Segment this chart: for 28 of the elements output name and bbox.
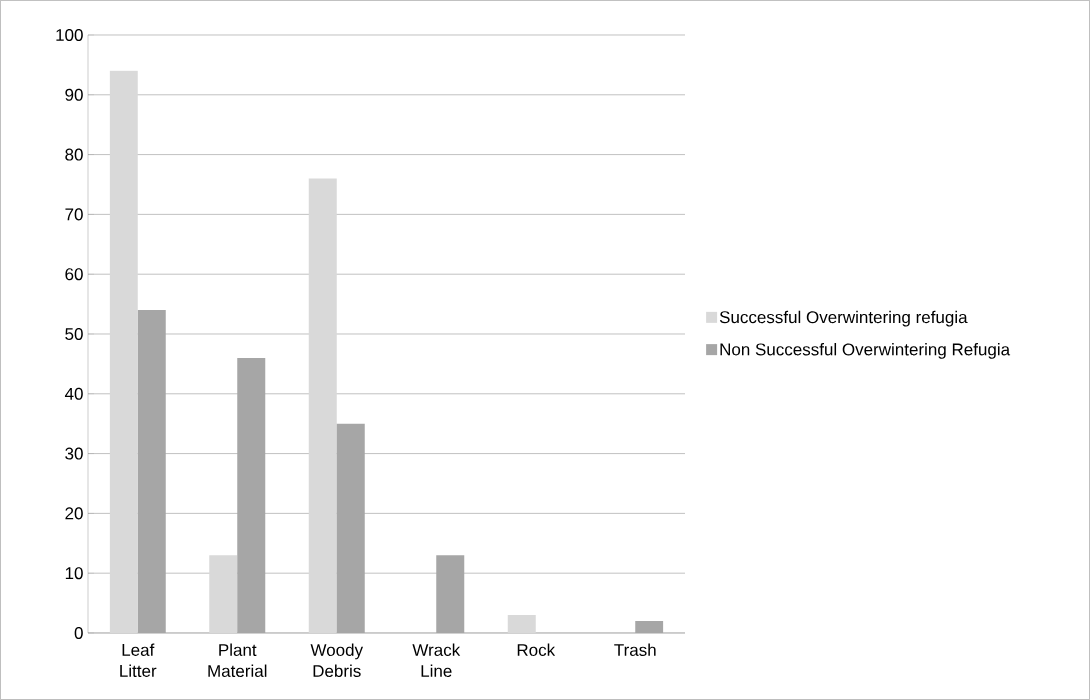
bar bbox=[109, 70, 138, 633]
x-tick-label: Wrack Line bbox=[412, 643, 461, 678]
y-tick-label: 80 bbox=[65, 148, 83, 161]
x-tick-label: Rock bbox=[517, 643, 556, 657]
x-tick-label: Trash bbox=[614, 643, 656, 657]
y-tick-label: 100 bbox=[56, 28, 83, 42]
x-tick-label: Leaf Litter bbox=[120, 643, 157, 677]
bar bbox=[336, 423, 365, 633]
x-tick-label: Plant Material bbox=[208, 643, 267, 678]
x-tick-label: Woody Debris bbox=[310, 643, 364, 678]
y-tick-label: 90 bbox=[65, 88, 83, 101]
y-tick-label: 70 bbox=[65, 208, 83, 221]
bar bbox=[209, 555, 238, 633]
y-tick-label: 10 bbox=[65, 567, 83, 580]
y-tick-label: 40 bbox=[64, 387, 83, 400]
y-tick-label: 20 bbox=[65, 507, 83, 520]
bar bbox=[137, 310, 166, 633]
y-tick-label: 60 bbox=[65, 268, 83, 281]
bar bbox=[635, 621, 664, 633]
bar bbox=[507, 615, 536, 633]
legend-label: Successful Overwintering refugia bbox=[719, 310, 968, 327]
y-tick-label: 50 bbox=[65, 327, 83, 341]
legend-label: Non Successful Overwintering Refugia bbox=[720, 342, 1011, 359]
y-tick-label: 30 bbox=[65, 447, 83, 460]
bar bbox=[237, 357, 266, 633]
y-tick-label: 0 bbox=[74, 626, 83, 640]
bar bbox=[436, 555, 465, 633]
bar bbox=[308, 178, 337, 633]
